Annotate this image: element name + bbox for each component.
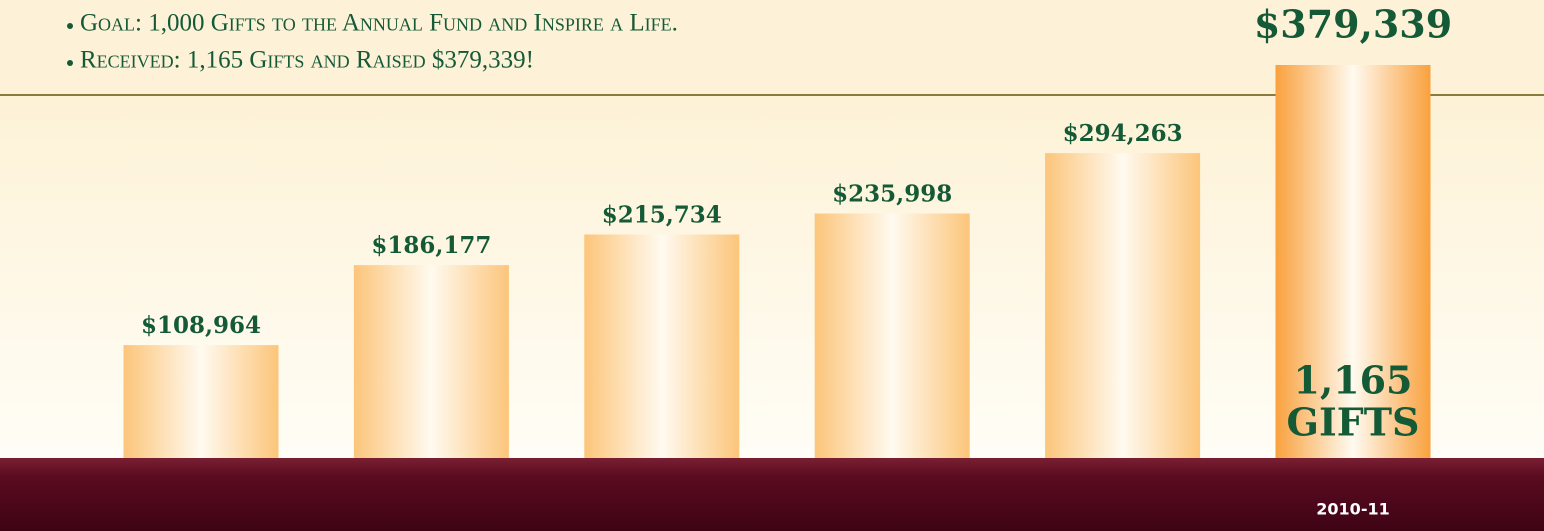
value-label: $108,964 bbox=[141, 312, 261, 339]
bullet bbox=[67, 60, 73, 66]
bar bbox=[123, 345, 279, 458]
annotation: GIFTS bbox=[1287, 400, 1420, 445]
value-label: $215,734 bbox=[602, 201, 722, 228]
footer-band bbox=[0, 458, 1544, 531]
bar bbox=[1275, 65, 1431, 458]
value-label: $294,263 bbox=[1063, 120, 1183, 147]
category-label: 2010-11 bbox=[1316, 500, 1389, 519]
bar bbox=[814, 213, 970, 458]
value-label: $379,339 bbox=[1254, 2, 1452, 47]
bar bbox=[584, 234, 740, 458]
value-label: $235,998 bbox=[832, 181, 952, 208]
annotation: 1,165 bbox=[1294, 358, 1413, 403]
bullet bbox=[67, 23, 73, 29]
bar bbox=[353, 265, 509, 458]
note: Goal: 1,000 Gifts to the Annual Fund and… bbox=[80, 10, 678, 37]
bar bbox=[1045, 153, 1201, 458]
note: Received: 1,165 Gifts and Raised $379,33… bbox=[80, 47, 534, 74]
value-label: $186,177 bbox=[371, 232, 491, 259]
